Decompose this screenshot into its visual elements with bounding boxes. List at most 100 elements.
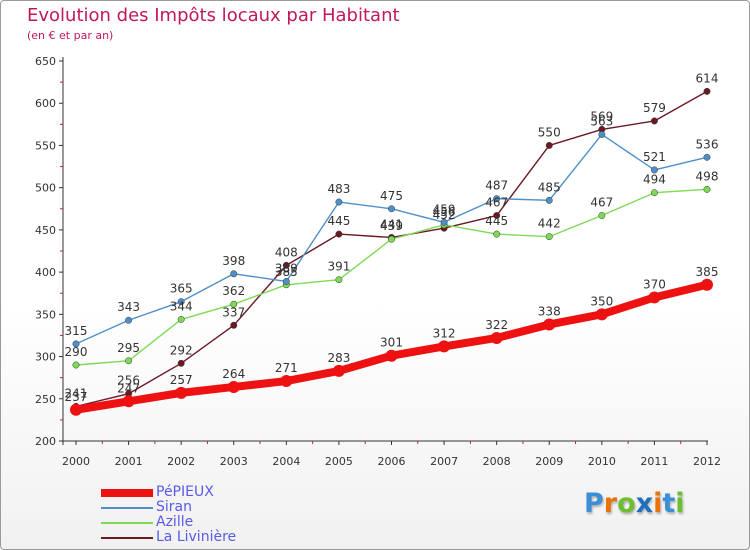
- data-label: 370: [643, 277, 666, 291]
- y-tick-label: 200: [35, 435, 56, 448]
- logo-letter: i: [675, 488, 685, 519]
- data-label: 521: [643, 150, 666, 164]
- data-point: [543, 318, 556, 331]
- x-tick-label: 2007: [430, 455, 458, 468]
- data-label: 257: [170, 373, 193, 387]
- data-label: 350: [590, 294, 613, 308]
- data-point: [175, 386, 188, 399]
- y-tick-label: 300: [35, 351, 56, 364]
- data-point: [598, 212, 606, 219]
- y-tick-label: 400: [35, 266, 56, 279]
- data-label: 385: [696, 265, 719, 279]
- legend-label: Azille: [156, 514, 194, 530]
- data-label: 456: [433, 205, 456, 219]
- legend-label: PéPIEUX: [156, 484, 214, 500]
- data-label: 247: [117, 381, 140, 395]
- y-tick-label: 650: [35, 55, 56, 68]
- data-label: 439: [380, 219, 403, 233]
- data-label: 290: [65, 345, 88, 359]
- data-point: [703, 153, 711, 161]
- data-label: 264: [222, 367, 245, 381]
- data-point: [280, 375, 293, 388]
- data-label: 295: [117, 341, 140, 355]
- data-point: [177, 359, 185, 367]
- data-label: 237: [65, 390, 88, 404]
- data-point: [493, 212, 501, 219]
- legend-label: La Livinière: [156, 529, 237, 545]
- logo-letter: P: [584, 488, 604, 519]
- data-point: [440, 218, 448, 226]
- data-label: 445: [327, 214, 350, 228]
- data-point: [282, 277, 290, 285]
- legend-swatch: [101, 489, 153, 497]
- data-point: [493, 230, 501, 238]
- data-label: 343: [117, 300, 140, 314]
- data-label: 563: [590, 114, 613, 128]
- data-point: [545, 233, 553, 241]
- data-label: 487: [485, 179, 508, 193]
- logo-letter: i: [653, 488, 663, 519]
- data-label: 241: [65, 386, 88, 400]
- data-label: 536: [696, 137, 719, 151]
- data-label: 362: [222, 284, 245, 298]
- data-label: 256: [117, 374, 140, 388]
- logo-letter: t: [662, 488, 676, 519]
- data-point: [490, 331, 503, 344]
- data-point: [385, 349, 398, 362]
- data-point: [493, 195, 501, 203]
- data-label: 292: [170, 343, 193, 357]
- data-point: [332, 364, 345, 377]
- data-label: 459: [433, 202, 456, 216]
- data-label: 365: [170, 282, 193, 296]
- x-tick-label: 2011: [640, 455, 668, 468]
- data-label: 385: [275, 265, 298, 279]
- x-tick-label: 2009: [535, 455, 563, 468]
- data-point: [177, 315, 185, 323]
- x-tick-label: 2000: [62, 455, 90, 468]
- data-label: 569: [590, 109, 613, 123]
- x-tick-label: 2010: [588, 455, 616, 468]
- data-point: [595, 308, 608, 321]
- y-tick-label: 450: [35, 224, 56, 237]
- data-point: [335, 198, 343, 206]
- data-point: [230, 270, 238, 278]
- y-tick-label: 350: [35, 308, 56, 321]
- x-tick-label: 2005: [325, 455, 353, 468]
- data-point: [650, 117, 658, 125]
- y-tick-label: 250: [35, 393, 56, 406]
- data-label: 579: [643, 101, 666, 115]
- legend-swatch: [101, 537, 153, 539]
- data-label: 475: [380, 189, 403, 203]
- data-label: 315: [65, 324, 88, 338]
- data-label: 550: [538, 125, 561, 139]
- data-point: [598, 131, 606, 138]
- logo-letter: o: [617, 488, 636, 519]
- data-label: 389: [275, 261, 298, 275]
- data-point: [230, 321, 238, 329]
- data-point: [335, 276, 343, 284]
- data-point: [122, 395, 135, 408]
- data-point: [388, 205, 395, 213]
- x-tick-label: 2004: [272, 455, 300, 468]
- data-label: 494: [643, 173, 666, 187]
- x-tick-label: 2008: [483, 455, 511, 468]
- x-tick-label: 2001: [115, 455, 143, 468]
- legend-swatch: [101, 507, 153, 509]
- x-tick-label: 2006: [378, 455, 406, 468]
- data-label: 301: [380, 336, 403, 350]
- data-label: 322: [485, 318, 508, 332]
- data-point: [177, 298, 185, 306]
- chart-title: Evolution des Impôts locaux par Habitant: [27, 5, 400, 26]
- data-label: 337: [222, 305, 245, 319]
- data-point: [388, 235, 395, 243]
- x-tick-label: 2003: [220, 455, 248, 468]
- data-label: 467: [590, 196, 613, 210]
- data-point: [545, 196, 553, 204]
- data-point: [70, 403, 82, 416]
- data-point: [703, 87, 711, 95]
- data-label: 271: [275, 361, 298, 375]
- data-point: [125, 316, 133, 324]
- data-label: 483: [327, 182, 350, 196]
